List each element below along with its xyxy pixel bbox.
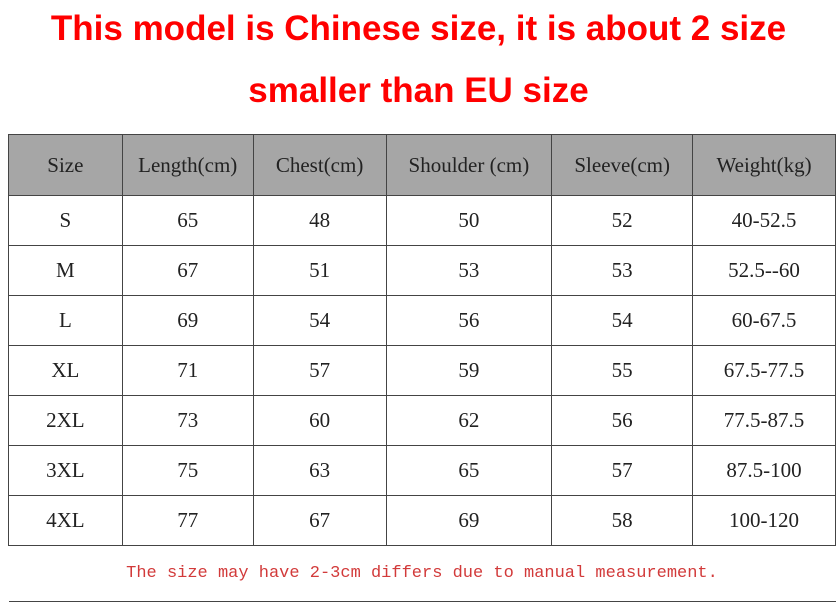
table-cell: 87.5-100	[692, 445, 836, 496]
table-cell: 73	[121, 395, 254, 446]
table-cell: L	[8, 295, 123, 346]
table-cell: 67	[252, 495, 387, 546]
header-cell: Chest(cm)	[252, 134, 387, 196]
header-cell: Sleeve(cm)	[551, 134, 694, 196]
note-row: The size may have 2-3cm differs due to m…	[8, 545, 836, 602]
table-cell: 52	[551, 195, 694, 246]
table-cell: 52.5--60	[692, 245, 836, 296]
table-cell: 63	[252, 445, 387, 496]
table-cell: 77.5-87.5	[692, 395, 836, 446]
table-cell: 56	[551, 395, 694, 446]
table-row: L 69 54 56 54 60-67.5	[8, 295, 836, 346]
table-cell: 67	[121, 245, 254, 296]
table-cell: 75	[121, 445, 254, 496]
table-cell: 60-67.5	[692, 295, 836, 346]
header-cell: Weight(kg)	[692, 134, 836, 196]
table-cell: 4XL	[8, 495, 123, 546]
table-row: 3XL 75 63 65 57 87.5-100	[8, 445, 836, 496]
table-cell: 58	[551, 495, 694, 546]
table-cell: 2XL	[8, 395, 123, 446]
table-cell: 59	[385, 345, 553, 396]
table-cell: 40-52.5	[692, 195, 836, 246]
table-cell: 65	[121, 195, 254, 246]
table-cell: 100-120	[692, 495, 836, 546]
table-cell: 48	[252, 195, 387, 246]
header-cell: Size	[8, 134, 123, 196]
table-cell: 50	[385, 195, 553, 246]
title-line: smaller than EU size	[248, 71, 589, 110]
table-cell: 60	[252, 395, 387, 446]
table-cell: 53	[551, 245, 694, 296]
table-cell: XL	[8, 345, 123, 396]
table-cell: 54	[252, 295, 387, 346]
note: The size may have 2-3cm differs due to m…	[8, 545, 836, 602]
table-row: XL 71 57 59 55 67.5-77.5	[8, 345, 836, 396]
header-cell: Length(cm)	[121, 134, 254, 196]
table-cell: 65	[385, 445, 553, 496]
table-cell: 53	[385, 245, 553, 296]
header-row: Size Length(cm) Chest(cm) Shoulder (cm) Slee…	[8, 134, 836, 196]
table-cell: 54	[551, 295, 694, 346]
table-row: M 67 51 53 53 52.5--60	[8, 245, 836, 296]
header-cell: Shoulder (cm)	[385, 134, 553, 196]
table-row: 2XL 73 60 62 56 77.5-87.5	[8, 395, 836, 446]
table-cell: 69	[385, 495, 553, 546]
table-cell: 3XL	[8, 445, 123, 496]
table-cell: 67.5-77.5	[692, 345, 836, 396]
table-cell: M	[8, 245, 123, 296]
table-cell: 71	[121, 345, 254, 396]
table-cell: 51	[252, 245, 387, 296]
table-cell: 57	[551, 445, 694, 496]
table-cell: 56	[385, 295, 553, 346]
table-row: 4XL 77 67 69 58 100-120	[8, 495, 836, 546]
title-line: This model is Chinese size, it is about …	[50, 9, 787, 48]
table-cell: 62	[385, 395, 553, 446]
table-cell: 69	[121, 295, 254, 346]
table-cell: S	[8, 195, 123, 246]
table-cell: 55	[551, 345, 694, 396]
table-row: S 65 48 50 52 40-52.5	[8, 195, 836, 246]
size-table: Size Length(cm) Chest(cm) Shoulder (cm) Slee…	[8, 134, 836, 602]
table-cell: 77	[121, 495, 254, 546]
table-cell: 57	[252, 345, 387, 396]
title: This model is Chinese size, it is about …	[0, 0, 837, 124]
